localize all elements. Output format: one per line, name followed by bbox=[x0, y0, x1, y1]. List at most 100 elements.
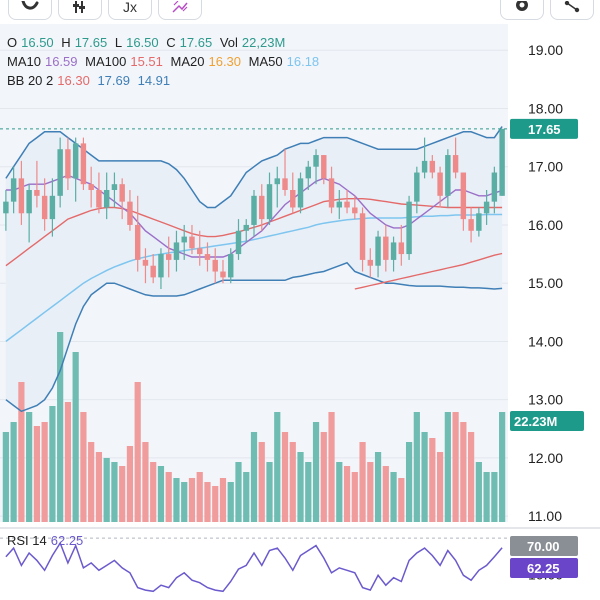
candle-body bbox=[158, 254, 164, 278]
candle-body bbox=[96, 190, 102, 208]
indicators-button[interactable] bbox=[58, 0, 102, 20]
candle-body bbox=[18, 178, 25, 214]
candle-body bbox=[111, 184, 118, 190]
candle-body bbox=[375, 236, 381, 266]
ma-legend: MA10 16.59 MA100 15.51 MA20 16.30 MA50 16.18 bbox=[7, 54, 323, 69]
volume-bar bbox=[405, 442, 413, 522]
high-value: 17.65 bbox=[74, 35, 108, 50]
volume-bar bbox=[250, 432, 258, 522]
candle-body bbox=[414, 172, 420, 202]
candle-body bbox=[305, 166, 311, 179]
price-badge bbox=[510, 118, 578, 139]
volume-bar bbox=[173, 478, 180, 522]
candle-body bbox=[65, 149, 71, 179]
volume-bar bbox=[258, 442, 265, 522]
candle-body bbox=[297, 178, 304, 208]
candle-body bbox=[49, 195, 56, 220]
candle-body bbox=[57, 149, 63, 196]
candle-body bbox=[476, 213, 482, 231]
bb-label: BB 20 2 bbox=[7, 73, 54, 88]
volume-bar bbox=[26, 412, 33, 522]
price-badge-text: 17.65 bbox=[528, 122, 561, 137]
volume-bar bbox=[452, 412, 459, 522]
candle-body bbox=[491, 172, 498, 202]
ma10-label: MA10 bbox=[7, 54, 41, 69]
volume-bar bbox=[204, 482, 211, 522]
candle-body bbox=[228, 254, 234, 278]
candle-body bbox=[468, 219, 474, 231]
volume-badge-text: 22.23M bbox=[514, 414, 557, 429]
volume-bar bbox=[343, 466, 351, 522]
volume-bar bbox=[359, 442, 366, 522]
candle-body bbox=[72, 143, 79, 179]
compare-button[interactable] bbox=[158, 0, 202, 20]
ma100-value: 15.51 bbox=[130, 54, 163, 69]
candle-body bbox=[383, 236, 389, 260]
price-tick-label: 11.00 bbox=[528, 508, 562, 524]
volume-bar bbox=[157, 466, 165, 522]
candle-body bbox=[452, 155, 459, 173]
chart-toolbar: Jx bbox=[0, 0, 600, 24]
rsi-value: 62.25 bbox=[50, 533, 84, 548]
price-tick-label: 19.00 bbox=[528, 42, 563, 58]
volume-bar bbox=[2, 432, 9, 522]
ma100-label: MA100 bbox=[85, 54, 127, 69]
candle-body bbox=[127, 201, 133, 225]
share-button[interactable] bbox=[550, 0, 594, 20]
candle-body bbox=[429, 160, 436, 173]
candle-body bbox=[336, 201, 343, 208]
ohlc-legend: O 16.50 H 17.65 L 16.50 C 17.65 Vol 22,23M bbox=[7, 35, 289, 50]
volume-label: Vol bbox=[219, 35, 238, 50]
price-tick-label: 12.00 bbox=[528, 450, 563, 466]
candle-body bbox=[3, 201, 9, 214]
volume-bar bbox=[126, 446, 134, 522]
volume-bar bbox=[119, 466, 126, 522]
candle-body bbox=[235, 230, 242, 255]
bollinger-lower-line bbox=[5, 261, 503, 413]
ma10-value: 16.59 bbox=[44, 54, 78, 69]
candle-body bbox=[119, 184, 125, 202]
candle-body bbox=[321, 155, 327, 179]
candle-body bbox=[398, 242, 405, 255]
candle-body bbox=[88, 184, 94, 190]
volume-bar bbox=[390, 472, 397, 522]
price-tick-label: 15.00 bbox=[528, 275, 563, 291]
volume-bar bbox=[367, 462, 374, 522]
candle-body bbox=[445, 155, 451, 196]
formula-button[interactable]: Jx bbox=[108, 0, 152, 20]
candle-body bbox=[197, 248, 203, 255]
volume-bar bbox=[196, 472, 203, 522]
candle-style-button[interactable] bbox=[8, 0, 52, 20]
volume-bar bbox=[18, 382, 25, 522]
candle-body bbox=[142, 259, 149, 266]
volume-bar bbox=[111, 462, 118, 522]
candle-body bbox=[499, 128, 505, 196]
rsi-legend: RSI 14 62.25 bbox=[7, 533, 87, 548]
candle-body bbox=[165, 254, 172, 260]
volume-bar bbox=[351, 472, 358, 522]
volume-bar bbox=[165, 472, 172, 522]
bb-legend: BB 20 2 16.30 17.69 14.91 bbox=[7, 73, 174, 88]
candle-body bbox=[220, 271, 226, 278]
volume-bar bbox=[421, 432, 428, 522]
volume-badge bbox=[510, 411, 584, 431]
volume-bar bbox=[10, 422, 17, 522]
candle-body bbox=[406, 201, 412, 255]
rsi-value-text: 62.25 bbox=[527, 561, 560, 576]
price-tick-label: 13.00 bbox=[528, 392, 563, 408]
candle-body bbox=[134, 224, 141, 260]
low-value: 16.50 bbox=[126, 35, 159, 50]
rsi-level-badge bbox=[510, 536, 578, 556]
hand-icon bbox=[21, 1, 39, 10]
candle-body bbox=[460, 172, 467, 220]
candle-body bbox=[212, 259, 218, 272]
candle-body bbox=[282, 178, 288, 190]
volume-bar bbox=[64, 402, 72, 522]
settings-button[interactable] bbox=[500, 0, 544, 20]
candle-body bbox=[150, 265, 156, 278]
candle-body bbox=[390, 242, 397, 260]
candle-body bbox=[103, 190, 110, 208]
volume-bar bbox=[88, 442, 95, 522]
gear-icon bbox=[516, 1, 528, 11]
